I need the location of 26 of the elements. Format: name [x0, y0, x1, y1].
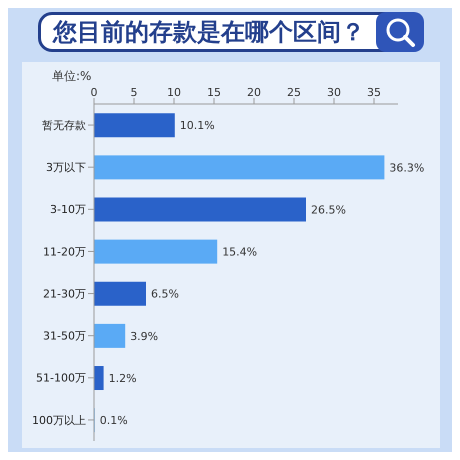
data-label: 1.2% — [108, 372, 137, 385]
x-tick-label: 20 — [247, 86, 261, 99]
y-tick-label: 100万以上 — [32, 414, 86, 427]
y-tick-label: 51-100万 — [36, 372, 86, 385]
data-label: 26.5% — [311, 203, 346, 216]
x-tick-label: 15 — [207, 86, 221, 99]
y-tick-label: 3万以下 — [46, 161, 86, 174]
data-label: 15.4% — [222, 246, 258, 259]
chart-title: 您目前的存款是在哪个区间？ — [51, 17, 365, 48]
x-tick-label: 10 — [167, 86, 181, 99]
y-axis-title: 单位:% — [52, 68, 92, 85]
y-tick-label: 31-50万 — [43, 330, 86, 343]
x-tick-label: 35 — [367, 86, 381, 99]
x-tick-label: 30 — [327, 86, 341, 99]
y-tick-label: 暂无存款 — [42, 118, 86, 132]
y-tick-label: 3-10万 — [50, 203, 86, 216]
x-tick-label: 0 — [90, 86, 98, 99]
data-label: 36.3% — [389, 161, 424, 174]
data-label: 6.5% — [151, 288, 179, 301]
x-tick-label: 5 — [130, 86, 138, 99]
data-label: 10.1% — [180, 119, 215, 132]
y-tick-label: 21-30万 — [43, 287, 86, 300]
data-label: 0.1% — [100, 414, 128, 428]
y-tick-label: 11-20万 — [43, 245, 86, 258]
data-label: 3.9% — [130, 330, 158, 343]
x-tick-label: 25 — [287, 86, 301, 99]
